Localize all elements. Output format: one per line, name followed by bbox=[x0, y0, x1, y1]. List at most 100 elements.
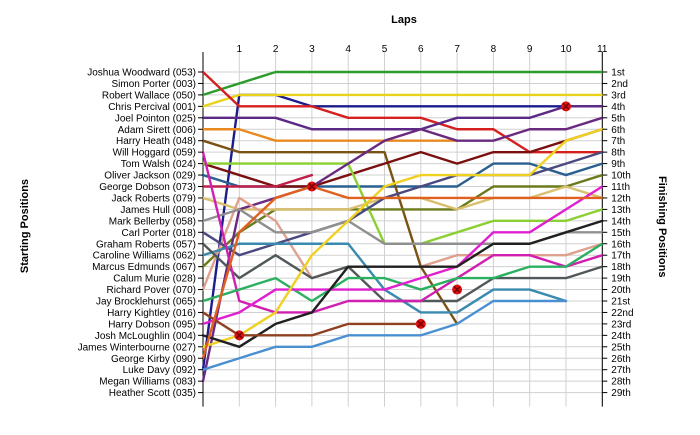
retirement-marker bbox=[234, 330, 245, 341]
position-label: 10th bbox=[611, 171, 630, 182]
position-label: 22nd bbox=[611, 308, 633, 319]
series-line bbox=[201, 150, 604, 314]
chart-title: Laps bbox=[391, 14, 417, 26]
lap-tick-label: 8 bbox=[491, 44, 497, 55]
driver-label: Jay Brocklehurst (065) bbox=[96, 297, 196, 308]
driver-label: Marcus Edmunds (067) bbox=[92, 262, 196, 273]
driver-label: George Kirby (090) bbox=[111, 354, 196, 365]
lap-tick-labels: 1 2 3 4 5 6 7 8 9 10 11 bbox=[237, 44, 608, 55]
position-label: 19th bbox=[611, 274, 630, 285]
series-line bbox=[201, 150, 604, 257]
retirement-marker bbox=[306, 181, 317, 192]
position-label: 21st bbox=[611, 297, 630, 308]
driver-label: Harry Heath (048) bbox=[116, 136, 196, 147]
driver-label: Chris Percival (001) bbox=[108, 102, 196, 113]
series-line bbox=[201, 173, 604, 268]
position-label: 13th bbox=[611, 205, 630, 216]
position-label: 18th bbox=[611, 262, 630, 273]
driver-label: Joel Pointon (025) bbox=[115, 113, 196, 124]
position-label: 24th bbox=[611, 331, 630, 342]
position-label: 7th bbox=[611, 136, 625, 147]
series-line bbox=[201, 128, 604, 188]
retirement-cross bbox=[235, 331, 243, 339]
driver-label: Heather Scott (035) bbox=[109, 388, 196, 399]
starting-position-labels: Joshua Woodward (053)Simon Porter (003)R… bbox=[78, 68, 203, 399]
series-line bbox=[201, 116, 604, 383]
position-label: 6th bbox=[611, 125, 625, 136]
lap-tick-label: 5 bbox=[382, 44, 388, 55]
position-label: 1st bbox=[611, 68, 625, 79]
series-line bbox=[201, 162, 604, 245]
finishing-position-labels: 1st2nd3rd4th5th6th7th8th9th10th11th12th1… bbox=[602, 68, 634, 399]
driver-label: Harry Dobson (095) bbox=[108, 319, 196, 330]
lap-tick-label: 6 bbox=[418, 44, 424, 55]
position-label: 14th bbox=[611, 216, 630, 227]
retirement-cross bbox=[453, 285, 461, 294]
retirement-cross bbox=[562, 102, 570, 110]
driver-label: Caroline Williams (062) bbox=[93, 251, 196, 262]
driver-label: Mark Bellerby (058) bbox=[109, 216, 196, 227]
retirement-cross bbox=[308, 182, 316, 191]
position-label: 9th bbox=[611, 159, 625, 170]
driver-label: Carl Porter (018) bbox=[122, 228, 196, 239]
driver-label: Will Hoggard (059) bbox=[113, 148, 196, 159]
lap-tick-label: 2 bbox=[273, 44, 279, 55]
retirement-markers bbox=[234, 101, 571, 341]
driver-label: Megan Williams (083) bbox=[99, 377, 196, 388]
position-label: 29th bbox=[611, 388, 630, 399]
position-label: 28th bbox=[611, 377, 630, 388]
driver-label: James Winterbourne (027) bbox=[78, 342, 196, 353]
position-label: 4th bbox=[611, 102, 625, 113]
series-line bbox=[201, 93, 604, 108]
position-label: 2nd bbox=[611, 79, 628, 90]
series-line bbox=[201, 173, 314, 188]
position-label: 27th bbox=[611, 365, 630, 376]
driver-label: Luke Davy (092) bbox=[123, 365, 196, 376]
driver-label: Robert Wallace (050) bbox=[102, 90, 196, 101]
lap-tick-label: 1 bbox=[237, 44, 243, 55]
driver-label: George Dobson (073) bbox=[99, 182, 196, 193]
driver-label: Simon Porter (003) bbox=[112, 79, 196, 90]
driver-label: Graham Roberts (057) bbox=[96, 239, 196, 250]
driver-label: Tom Walsh (024) bbox=[121, 159, 196, 170]
position-label: 26th bbox=[611, 354, 630, 365]
lap-tick-label: 9 bbox=[527, 44, 533, 55]
lap-tick-label: 10 bbox=[560, 44, 572, 55]
driver-label: Oliver Jackson (029) bbox=[104, 171, 196, 182]
position-label: 23rd bbox=[611, 319, 631, 330]
driver-label: Joshua Woodward (053) bbox=[87, 68, 196, 79]
driver-label: Calum Murie (028) bbox=[113, 274, 196, 285]
driver-label: Jack Roberts (079) bbox=[112, 193, 196, 204]
position-lines bbox=[201, 70, 604, 383]
lap-tick-label: 3 bbox=[309, 44, 315, 55]
left-axis-label: Starting Positions bbox=[19, 178, 31, 274]
position-label: 5th bbox=[611, 113, 625, 124]
series-line bbox=[201, 299, 568, 371]
position-label: 17th bbox=[611, 251, 630, 262]
series-line bbox=[201, 219, 604, 348]
driver-label: James Hull (008) bbox=[120, 205, 196, 216]
position-label: 16th bbox=[611, 239, 630, 250]
position-label: 20th bbox=[611, 285, 630, 296]
position-label: 25th bbox=[611, 342, 630, 353]
right-axis-label: Finishing Positions bbox=[656, 176, 668, 278]
lap-tick-label: 11 bbox=[597, 44, 608, 55]
position-label: 12th bbox=[611, 193, 630, 204]
position-label: 11th bbox=[611, 182, 630, 193]
lap-tick-label: 7 bbox=[454, 44, 460, 55]
retirement-cross bbox=[417, 320, 425, 328]
series-line bbox=[201, 105, 604, 131]
series-line bbox=[201, 70, 604, 97]
lap-tick-label: 4 bbox=[345, 44, 351, 55]
position-label: 8th bbox=[611, 148, 625, 159]
series-line bbox=[201, 128, 459, 142]
series-line bbox=[201, 128, 604, 348]
series-line bbox=[201, 185, 604, 360]
driver-label: Richard Pover (070) bbox=[107, 285, 196, 296]
position-label: 3rd bbox=[611, 90, 625, 101]
retirement-marker bbox=[415, 318, 426, 329]
driver-label: Harry Kightley (016) bbox=[107, 308, 196, 319]
driver-label: Josh McLoughlin (004) bbox=[95, 331, 196, 342]
retirement-marker bbox=[561, 101, 571, 112]
